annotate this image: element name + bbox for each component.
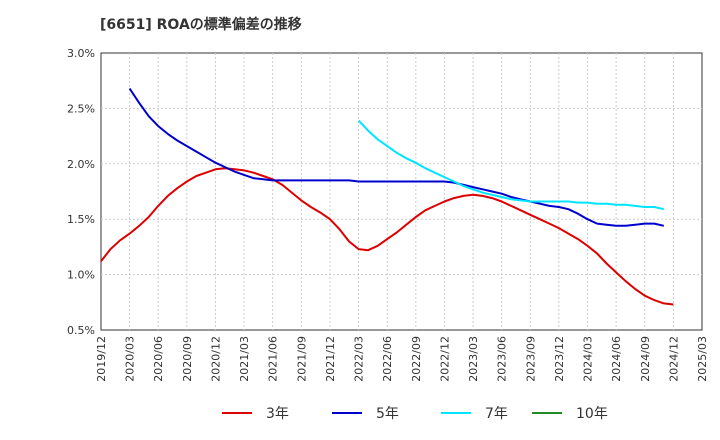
x-tick-label: 2023/12 — [553, 336, 566, 382]
x-tick-label: 2024/12 — [667, 336, 680, 382]
x-tick-label: 2023/06 — [496, 336, 509, 382]
x-tick-label: 2021/09 — [295, 336, 308, 382]
y-tick-label: 2.0% — [67, 158, 95, 171]
x-tick-label: 2023/03 — [467, 336, 480, 382]
x-tick-label: 2020/03 — [124, 336, 137, 382]
x-tick-label: 2024/09 — [639, 336, 652, 382]
chart-title: [6651] ROAの標準偏差の推移 — [100, 17, 302, 33]
series-line-5年 — [128, 87, 665, 227]
x-tick-label: 2020/06 — [152, 336, 165, 382]
plot-area — [100, 52, 703, 331]
legend-label-10年: 10年 — [576, 406, 608, 422]
x-tick-label: 2021/12 — [324, 336, 337, 382]
x-tick-label: 2022/03 — [353, 336, 366, 382]
x-tick-label: 2022/06 — [381, 336, 394, 382]
x-tick-label: 2024/06 — [610, 336, 623, 382]
x-tick-label: 2021/06 — [267, 336, 280, 382]
series-line-7年 — [357, 119, 665, 211]
y-tick-label: 1.0% — [67, 269, 95, 282]
legend-label-5年: 5年 — [376, 406, 399, 422]
y-tick-label: 1.5% — [67, 213, 95, 226]
y-tick-label: 2.5% — [67, 102, 95, 115]
x-tick-label: 2024/03 — [582, 336, 595, 382]
x-tick-label: 2023/09 — [524, 336, 537, 382]
x-tick-label: 2019/12 — [95, 336, 108, 382]
x-tick-label: 2022/12 — [438, 336, 451, 382]
legend-label-7年: 7年 — [485, 406, 508, 422]
x-tick-label: 2022/09 — [410, 336, 423, 382]
legend-label-3年: 3年 — [266, 406, 289, 422]
x-tick-label: 2020/09 — [181, 336, 194, 382]
series-line-3年 — [100, 167, 674, 306]
x-tick-label: 2025/03 — [696, 336, 709, 382]
y-tick-label: 3.0% — [67, 47, 95, 60]
x-tick-label: 2021/03 — [238, 336, 251, 382]
y-tick-label: 0.5% — [67, 324, 95, 337]
x-tick-label: 2020/12 — [209, 336, 222, 382]
